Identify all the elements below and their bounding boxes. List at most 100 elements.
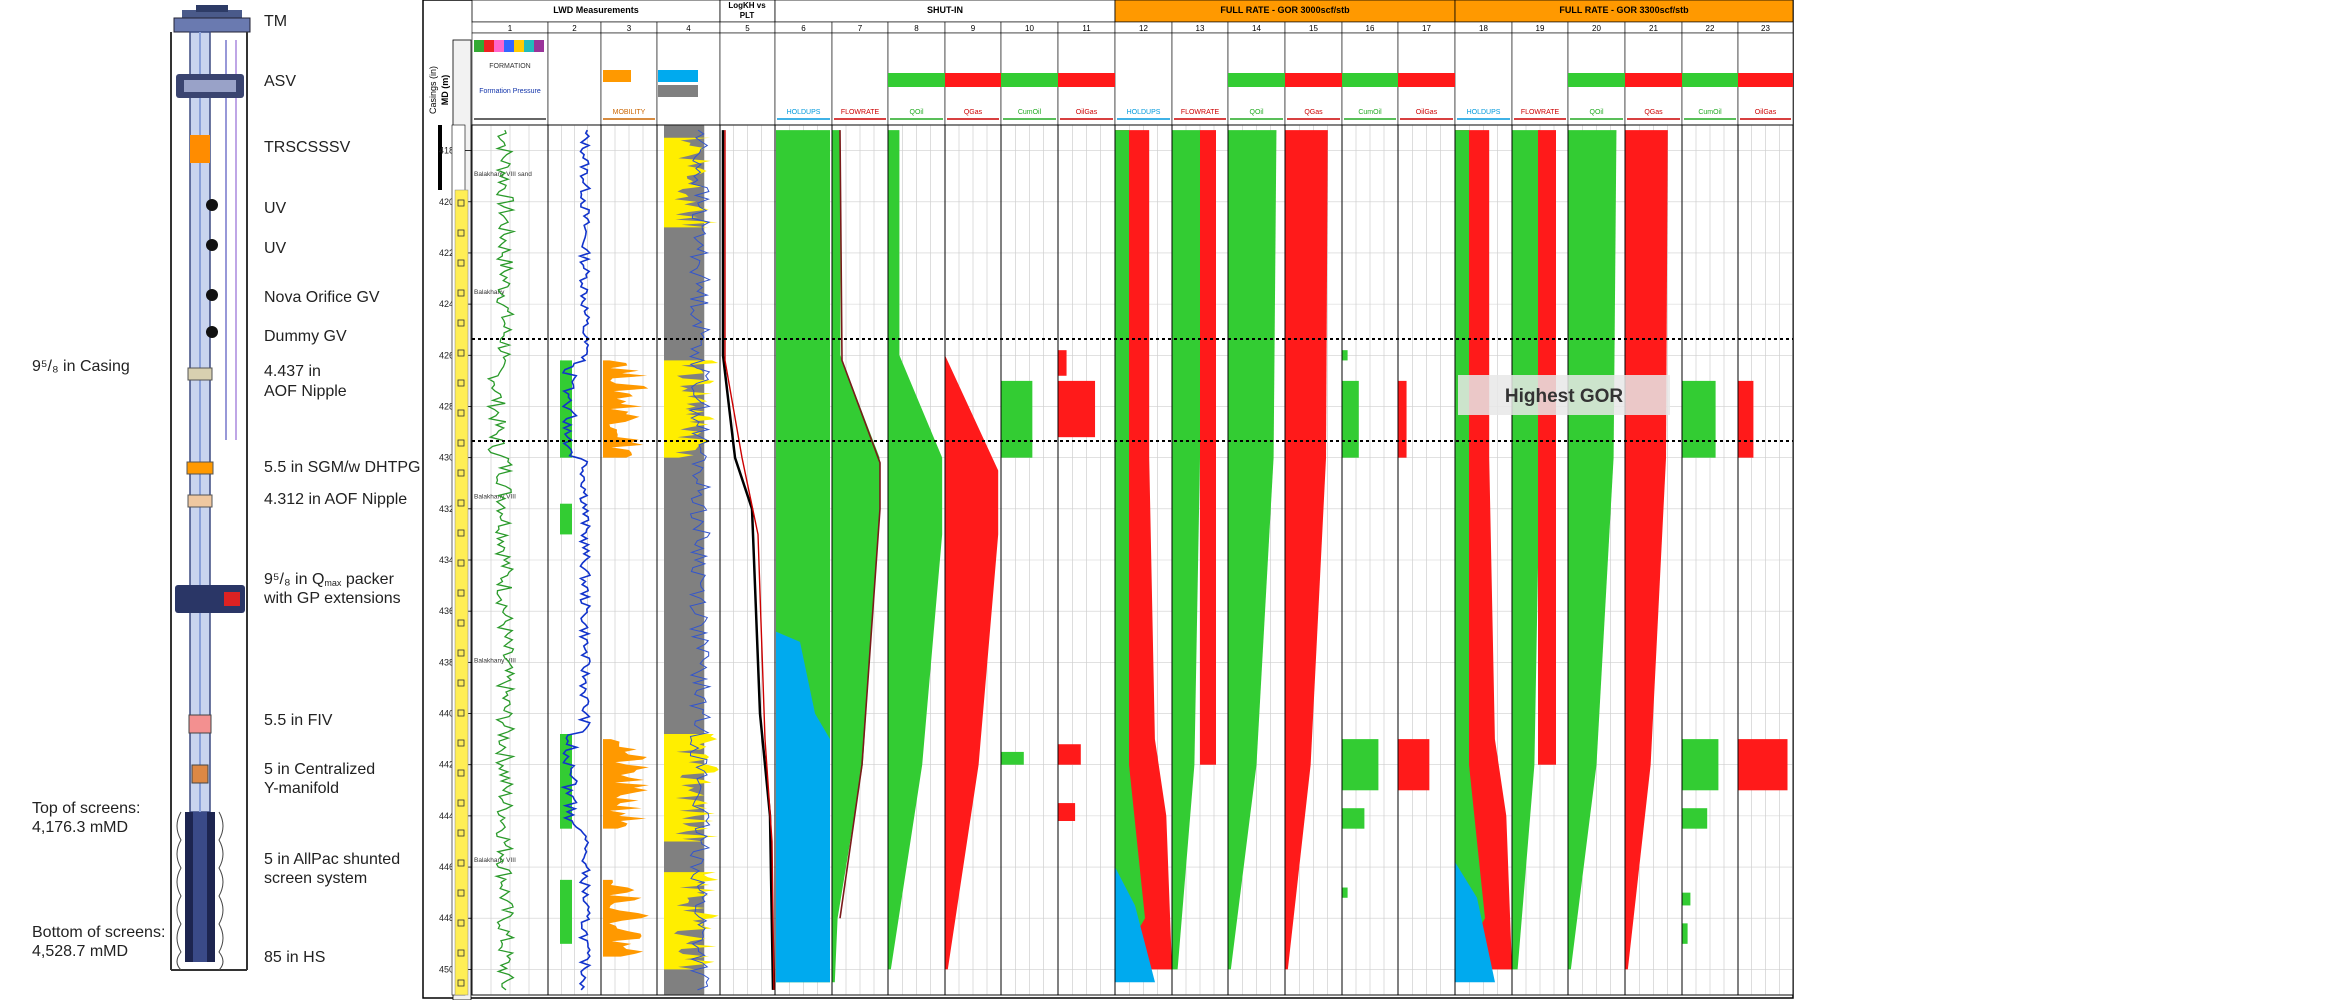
zone-label: Balakhany: [474, 289, 505, 296]
label-bottom-screens-b: 4,528.7 mMD: [32, 943, 129, 960]
mobility-swatch: [603, 70, 631, 82]
flowrate-profile: [832, 130, 880, 983]
track-header-label: FLOWRATE: [1181, 109, 1220, 116]
depth-tick-label: 4500: [439, 964, 459, 974]
flowrate-profile: [1568, 130, 1617, 970]
oil-header-swatch: [1342, 73, 1398, 87]
interval-block: [1398, 380, 1407, 458]
strip-square: [457, 829, 465, 837]
group-fullrate-2-title: FULL RATE - GOR 3300scf/stb: [1559, 5, 1689, 15]
interval-block: [1058, 744, 1081, 765]
depth-tick-label: 4480: [439, 913, 459, 923]
strip-square: [457, 709, 465, 717]
formation-strip: [451, 124, 469, 996]
track-number: 17: [1422, 24, 1431, 33]
formation-swatch: [484, 40, 494, 52]
aof-nipple-1: [187, 367, 213, 381]
track-header-cell: [1511, 32, 1569, 126]
track4-swatch-2: [658, 85, 698, 97]
mobility-fill: [603, 739, 649, 829]
holdup-water: [776, 631, 830, 983]
trscsssv-valve: [190, 135, 210, 163]
track-header-label: QOil: [1250, 109, 1264, 116]
highest-gor-text: Highest GOR: [1505, 386, 1624, 407]
track-header-label: MOBILITY: [613, 109, 646, 116]
track-number: 11: [1082, 24, 1091, 33]
label-allpac-b: screen system: [264, 870, 368, 887]
gas-lift-mandrels: [206, 199, 218, 338]
strip-square: [457, 439, 465, 447]
formation-swatch: [524, 40, 534, 52]
track-number: 16: [1366, 24, 1375, 33]
depth-tick-label: 4440: [439, 811, 459, 821]
label-top-screens-a: Top of screens:: [32, 800, 141, 817]
label-ymanifold-a: 5 in Centralized: [264, 761, 376, 778]
zone-label: Balakhany VIII: [474, 857, 516, 864]
track-number: 9: [971, 24, 976, 33]
track-number: 18: [1479, 24, 1488, 33]
fr1-gas-band: [1200, 130, 1216, 765]
oil-header-swatch: [1682, 73, 1738, 87]
track4-yellow: [664, 360, 719, 458]
strip-square: [457, 499, 465, 507]
group-logkh-title-a: LogKH vs: [728, 1, 766, 10]
label-ymanifold-b: Y-manifold: [264, 780, 340, 797]
strip-square: [457, 289, 465, 297]
track-header-label: OilGas: [1755, 109, 1777, 116]
gas-header-swatch: [1738, 73, 1793, 87]
label-dummy-gv: Dummy GV: [264, 328, 347, 345]
oil-header-swatch: [1228, 73, 1285, 87]
track-header-cell: [547, 32, 602, 126]
strip-square: [457, 889, 465, 897]
track-number: 6: [801, 24, 806, 33]
highest-gor-annotation: Highest GOR: [1458, 375, 1670, 415]
track-header-label: QOil: [1590, 109, 1604, 116]
qmax-packer: [175, 585, 245, 613]
y-manifold: [191, 764, 209, 784]
track-number: 5: [745, 24, 750, 33]
depth-tick-label: 4240: [439, 299, 459, 309]
aof-nipple-2: [187, 494, 213, 508]
gr-curve: [486, 129, 517, 991]
track4-swatch: [658, 70, 698, 82]
depth-axis-title: Casings (in): [428, 66, 438, 114]
interval-block: [1342, 887, 1348, 898]
track-header-label: QGas: [1644, 109, 1663, 116]
strip-square: [457, 589, 465, 597]
depth-tick-label: 4280: [439, 401, 459, 411]
track-border: [1737, 124, 1794, 996]
track-number: 20: [1592, 24, 1601, 33]
track4-gray: [664, 125, 704, 995]
interval-block: [1342, 350, 1348, 361]
fiv-valve: [188, 714, 212, 734]
fr2-gas-band: [1538, 130, 1556, 765]
flowrate-profile: [1625, 130, 1668, 970]
strip-square: [457, 529, 465, 537]
track-header-label: FORMATION: [489, 63, 530, 70]
strip-square: [457, 379, 465, 387]
track-header-label: CumOil: [1018, 109, 1042, 116]
strip-square: [457, 679, 465, 687]
track-header-label: QGas: [964, 109, 983, 116]
strip-square: [457, 229, 465, 237]
formation-swatch: [534, 40, 544, 52]
depth-tick-label: 4400: [439, 709, 459, 719]
group-lwd-title: LWD Measurements: [553, 5, 639, 15]
plt-curve: [724, 130, 775, 990]
track-header-cell: [1171, 32, 1229, 126]
flowrate-profile: [1115, 130, 1172, 970]
depth-tick-label: 4320: [439, 504, 459, 514]
track-header-label: HOLDUPS: [787, 109, 821, 116]
track-header-label: QOil: [910, 109, 924, 116]
track-number: 7: [858, 24, 863, 33]
track-header-label: CumOil: [1698, 109, 1722, 116]
flowrate-curve: [839, 130, 881, 919]
formation-swatch: [494, 40, 504, 52]
label-aof-nipple-1a: 4.437 in: [264, 363, 321, 380]
track-number: 14: [1252, 24, 1261, 33]
interval-lines: [472, 338, 1793, 442]
interval-block: [1001, 751, 1024, 765]
interval-block: [1398, 739, 1430, 791]
